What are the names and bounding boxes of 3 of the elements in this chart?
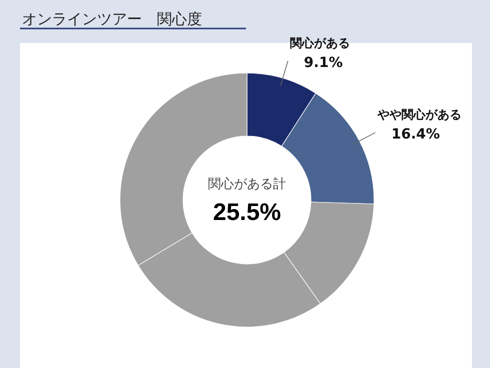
- title: オンラインツアー 関心度: [22, 10, 202, 28]
- annotation: 関心がある計: [208, 176, 286, 191]
- annotation: 25.5%: [212, 199, 282, 226]
